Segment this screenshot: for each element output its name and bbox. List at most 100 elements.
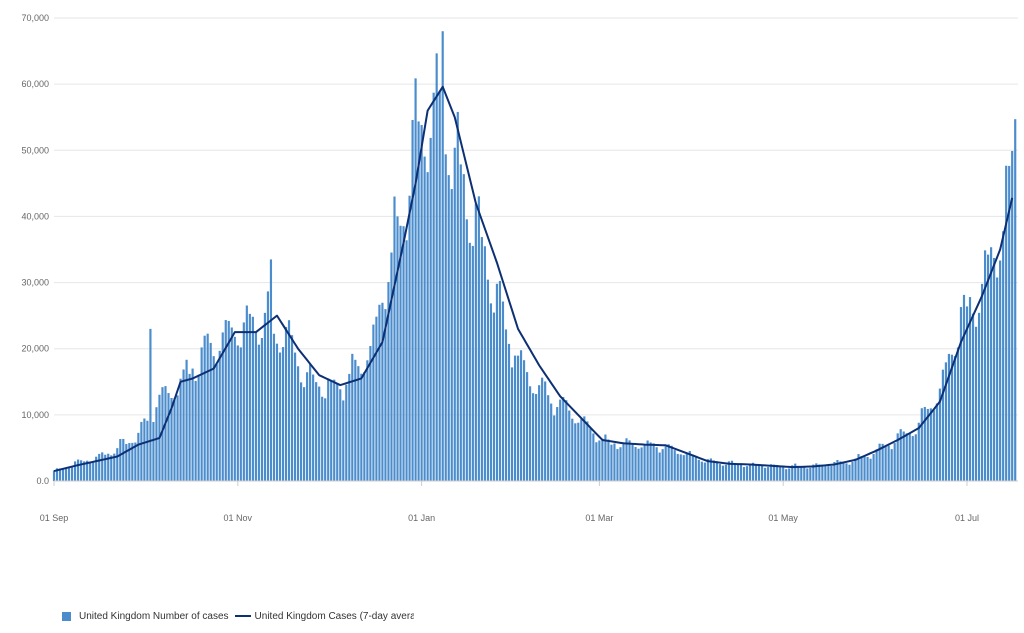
daily-cases-bar[interactable] — [146, 420, 149, 481]
daily-cases-bar[interactable] — [369, 346, 372, 481]
daily-cases-bar[interactable] — [571, 418, 574, 481]
daily-cases-bar[interactable] — [116, 448, 119, 481]
daily-cases-bar[interactable] — [399, 225, 402, 481]
daily-cases-bar[interactable] — [721, 465, 725, 481]
daily-cases-bar[interactable] — [164, 386, 167, 481]
daily-cases-bar[interactable] — [538, 385, 541, 481]
daily-cases-bar[interactable] — [101, 452, 104, 481]
daily-cases-bar[interactable] — [893, 443, 896, 481]
daily-cases-bar[interactable] — [902, 431, 905, 481]
daily-cases-bar[interactable] — [327, 378, 330, 481]
daily-cases-bar[interactable] — [239, 347, 242, 481]
daily-cases-bar[interactable] — [309, 364, 312, 481]
daily-cases-bar[interactable] — [860, 456, 863, 481]
daily-cases-bar[interactable] — [462, 174, 465, 481]
daily-cases-bar[interactable] — [206, 333, 209, 481]
daily-cases-bar[interactable] — [471, 245, 474, 481]
daily-cases-bar[interactable] — [74, 461, 77, 481]
daily-cases-bar[interactable] — [402, 226, 405, 481]
daily-cases-bar[interactable] — [125, 444, 128, 481]
daily-cases-bar[interactable] — [342, 400, 345, 481]
daily-cases-bar[interactable] — [281, 347, 285, 481]
daily-cases-bar[interactable] — [185, 359, 188, 481]
daily-cases-bar[interactable] — [417, 121, 420, 482]
daily-cases-bar[interactable] — [634, 447, 637, 481]
daily-cases-bar[interactable] — [375, 316, 378, 481]
daily-cases-bar[interactable] — [197, 374, 200, 481]
daily-cases-bar[interactable] — [996, 277, 999, 481]
daily-cases-bar[interactable] — [221, 332, 224, 481]
daily-cases-bar[interactable] — [604, 434, 607, 481]
daily-cases-bar[interactable] — [387, 282, 390, 481]
daily-cases-bar[interactable] — [706, 459, 709, 481]
daily-cases-bar[interactable] — [971, 313, 975, 481]
daily-cases-bar[interactable] — [155, 407, 158, 481]
daily-cases-bar[interactable] — [712, 460, 715, 481]
daily-cases-bar[interactable] — [113, 453, 116, 481]
daily-cases-bar[interactable] — [188, 373, 191, 481]
daily-cases-bar[interactable] — [441, 31, 444, 481]
seven-day-average-path[interactable] — [53, 85, 1014, 473]
daily-cases-bar[interactable] — [670, 445, 673, 481]
daily-cases-bar[interactable] — [950, 354, 954, 481]
daily-cases-bar[interactable] — [405, 240, 408, 481]
daily-cases-bar[interactable] — [444, 154, 447, 481]
daily-cases-bar[interactable] — [974, 326, 978, 481]
daily-cases-bar[interactable] — [218, 350, 221, 481]
daily-cases-bar[interactable] — [348, 373, 351, 481]
daily-cases-bar[interactable] — [80, 460, 83, 481]
daily-cases-bar[interactable] — [980, 283, 984, 481]
daily-cases-bar[interactable] — [480, 237, 483, 481]
daily-cases-bar[interactable] — [944, 362, 947, 481]
daily-cases-bar[interactable] — [516, 355, 520, 481]
daily-cases-bar[interactable] — [381, 302, 384, 481]
daily-cases-bar[interactable] — [866, 457, 869, 481]
daily-cases-bar[interactable] — [812, 464, 815, 481]
daily-cases-bar[interactable] — [565, 400, 568, 481]
daily-cases-bar[interactable] — [556, 407, 559, 481]
daily-cases-bar[interactable] — [736, 464, 740, 481]
daily-cases-bar[interactable] — [55, 468, 59, 481]
daily-cases-bar[interactable] — [450, 189, 453, 481]
daily-cases-bar[interactable] — [104, 454, 107, 481]
daily-cases-bar[interactable] — [598, 440, 601, 481]
daily-cases-bar[interactable] — [664, 446, 667, 481]
daily-cases-bar[interactable] — [999, 260, 1002, 481]
daily-cases-bar[interactable] — [456, 111, 459, 482]
daily-cases-bar[interactable] — [709, 458, 712, 481]
daily-cases-bar[interactable] — [619, 447, 622, 481]
daily-cases-bar[interactable] — [378, 304, 381, 481]
daily-cases-bar[interactable] — [794, 463, 797, 481]
daily-cases-bar[interactable] — [785, 469, 788, 481]
daily-cases-bar[interactable] — [676, 453, 679, 481]
daily-cases-bar[interactable] — [315, 382, 318, 481]
daily-cases-bar[interactable] — [890, 449, 893, 481]
daily-cases-bar[interactable] — [562, 396, 565, 481]
daily-cases-bar[interactable] — [236, 345, 239, 481]
daily-cases-bar[interactable] — [532, 393, 535, 481]
daily-cases-bar[interactable] — [107, 453, 110, 481]
daily-cases-bar[interactable] — [212, 356, 215, 481]
daily-cases-bar[interactable] — [691, 454, 694, 481]
daily-cases-bar[interactable] — [953, 356, 957, 481]
daily-cases-bar[interactable] — [149, 328, 152, 481]
daily-cases-bar[interactable] — [366, 360, 369, 481]
daily-cases-bar[interactable] — [851, 461, 854, 481]
daily-cases-bar[interactable] — [170, 398, 173, 481]
daily-cases-bar[interactable] — [592, 433, 595, 481]
daily-cases-bar[interactable] — [613, 443, 616, 481]
daily-cases-bar[interactable] — [86, 460, 89, 481]
daily-cases-bar[interactable] — [914, 434, 917, 481]
daily-cases-bar[interactable] — [474, 203, 477, 481]
daily-cases-bar[interactable] — [535, 394, 538, 481]
daily-cases-bar[interactable] — [857, 454, 860, 481]
daily-cases-bar[interactable] — [501, 301, 505, 481]
daily-cases-bar[interactable] — [718, 464, 721, 481]
daily-cases-bar[interactable] — [836, 460, 839, 481]
daily-cases-bar[interactable] — [384, 309, 387, 481]
daily-cases-bar[interactable] — [839, 461, 842, 481]
daily-cases-bar[interactable] — [128, 443, 131, 481]
daily-cases-bar[interactable] — [306, 372, 309, 481]
daily-cases-bar[interactable] — [396, 216, 399, 482]
daily-cases-bar[interactable] — [610, 444, 613, 481]
